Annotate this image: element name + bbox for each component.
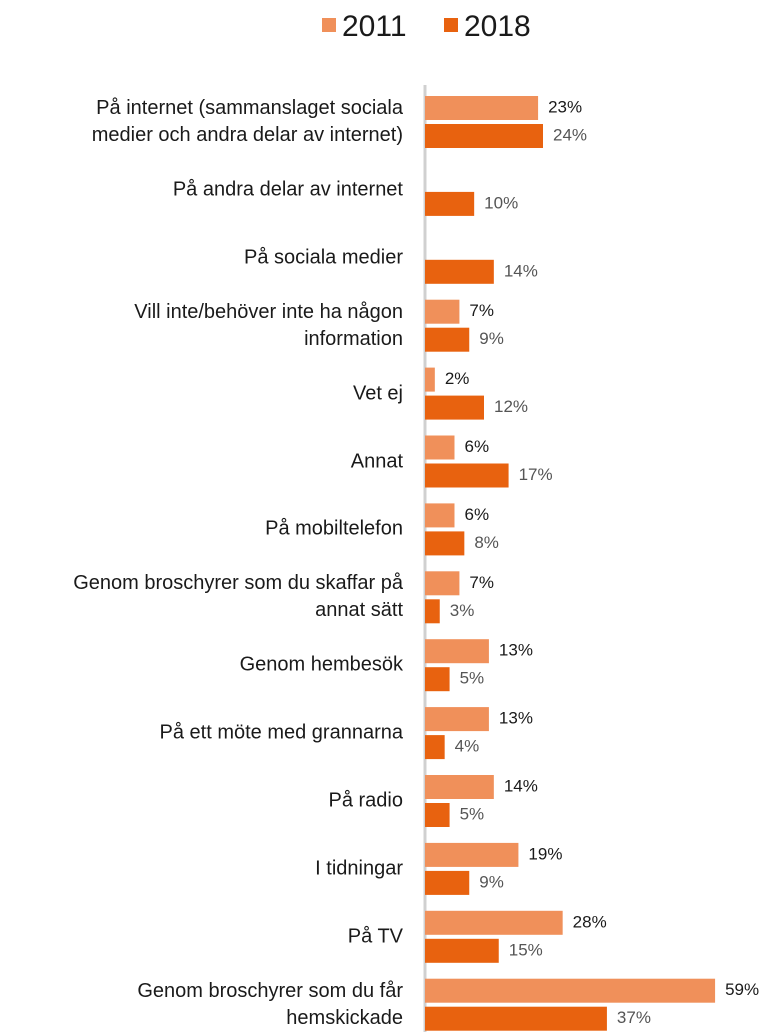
value-label: 5% — [460, 804, 485, 823]
value-label: 59% — [725, 980, 759, 999]
category-label: På TV — [347, 925, 403, 948]
value-label: 24% — [553, 125, 587, 144]
value-label: 7% — [469, 573, 494, 592]
category-label: Annat — [350, 450, 403, 472]
value-label: 13% — [499, 709, 533, 728]
value-label: 2% — [445, 369, 470, 388]
value-label: 10% — [484, 193, 518, 212]
category-label: I tidningar — [315, 857, 403, 880]
category-label: Genom broschyrer som du får hemskickade — [137, 979, 403, 1029]
value-label: 14% — [504, 261, 538, 280]
bar — [425, 503, 455, 528]
bar — [425, 803, 450, 827]
value-label: 6% — [465, 437, 490, 456]
category-label: På radio — [328, 789, 404, 812]
category-label: Genom hembesök — [239, 653, 403, 676]
value-label: 4% — [455, 737, 480, 756]
bar — [425, 367, 435, 392]
bar — [425, 938, 499, 963]
value-label: 5% — [460, 669, 485, 688]
bar — [425, 327, 470, 352]
bar — [425, 1006, 607, 1031]
value-label: 9% — [479, 329, 504, 348]
value-label: 9% — [479, 872, 504, 891]
bar — [425, 735, 445, 760]
category-label: Vill inte/behöver inte ha någon informat… — [134, 300, 403, 350]
category-label: På mobiltelefon — [265, 517, 403, 540]
bar — [425, 191, 475, 216]
value-label: 17% — [519, 465, 553, 484]
bar — [425, 571, 460, 596]
value-label: 8% — [474, 533, 499, 552]
value-label: 15% — [509, 940, 543, 959]
bar — [425, 299, 460, 324]
bar — [425, 639, 489, 664]
legend-swatch — [322, 18, 336, 32]
bar — [425, 667, 450, 692]
legend-swatch — [444, 18, 458, 32]
bar — [425, 259, 494, 284]
bar — [425, 707, 489, 732]
value-label: 6% — [465, 505, 490, 524]
category-label: På andra delar av internet — [172, 178, 403, 201]
category-label: Genom broschyrer som du skaffar på annat… — [73, 572, 403, 622]
bar — [425, 978, 716, 1003]
bar — [425, 775, 494, 799]
value-label: 28% — [573, 912, 607, 931]
category-label: På internet (sammanslaget sociala medier… — [91, 97, 403, 146]
bar — [425, 531, 465, 556]
bar — [425, 96, 539, 120]
bar — [425, 910, 563, 935]
category-label: På ett möte med grannarna — [159, 721, 403, 744]
value-label: 12% — [494, 397, 528, 416]
value-label: 23% — [548, 97, 582, 116]
value-label: 19% — [528, 844, 562, 863]
value-label: 37% — [617, 1008, 651, 1027]
value-label: 13% — [499, 641, 533, 660]
bar — [425, 870, 470, 895]
bar — [425, 842, 519, 867]
legend-label: 2018 — [464, 10, 531, 43]
value-label: 7% — [469, 301, 494, 320]
value-label: 14% — [504, 776, 538, 795]
value-label: 3% — [450, 601, 475, 620]
legend-label: 2011 — [342, 10, 407, 43]
bar — [425, 463, 509, 488]
bar — [425, 395, 484, 420]
bar — [425, 599, 440, 624]
category-label: På sociala medier — [244, 246, 403, 269]
bar — [425, 435, 455, 460]
bar — [425, 124, 543, 148]
category-label: Vet ej — [352, 382, 403, 405]
